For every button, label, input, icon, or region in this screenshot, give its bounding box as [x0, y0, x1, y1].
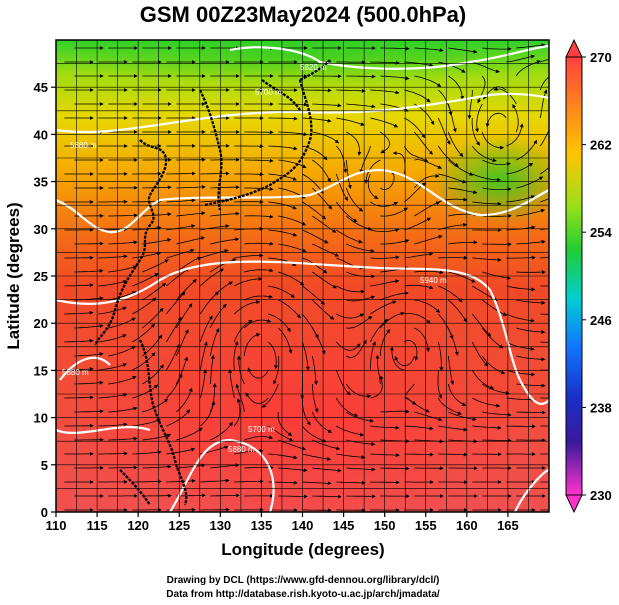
y-axis-ticks: 0 5 10 15 20 25 30 35 40 45 — [34, 80, 56, 520]
y-tick-label: 25 — [34, 269, 48, 284]
plot-area — [56, 40, 549, 512]
contour-label: 5880 m — [62, 368, 89, 377]
contour-label: 5880 m — [70, 141, 97, 150]
colorbar-tick-label: 262 — [590, 138, 612, 153]
y-tick-label: 15 — [34, 363, 48, 378]
contour-label: 5880 m — [228, 445, 255, 454]
temperature-colorbar: 270 262 254 246 238 230 — [565, 38, 612, 514]
y-tick-label: 45 — [34, 80, 48, 95]
x-axis-ticks: 110 115 120 125 130 135 140 145 150 155 160 165 — [46, 512, 519, 533]
x-tick-label: 125 — [168, 518, 190, 533]
contour-label: 5700 m — [248, 425, 275, 434]
colorbar-tick-label: 254 — [590, 225, 612, 240]
x-tick-label: 135 — [251, 518, 273, 533]
warm-region-south — [56, 310, 549, 512]
x-axis-title: Longitude (degrees) — [221, 540, 384, 559]
y-tick-label: 40 — [34, 127, 48, 142]
x-tick-label: 160 — [456, 518, 478, 533]
x-tick-label: 150 — [374, 518, 396, 533]
x-tick-label: 130 — [209, 518, 231, 533]
contour-label: 5700 m — [255, 88, 282, 97]
contour-labels: 5820 m 5700 m 5880 m 5940 m 5880 m 5700 … — [62, 63, 447, 454]
colorbar-scale — [565, 56, 583, 496]
y-tick-label: 0 — [41, 505, 48, 520]
y-axis-title: Latitude (degrees) — [4, 202, 23, 349]
colorbar-tick-label: 230 — [590, 488, 612, 503]
credit-data: Data from http://database.rish.kyoto-u.a… — [166, 589, 440, 600]
colorbar-bottom-arrow — [565, 494, 583, 514]
contour-label: 5820 m — [300, 63, 327, 72]
y-tick-label: 35 — [34, 175, 48, 190]
y-tick-label: 10 — [34, 411, 48, 426]
y-tick-label: 30 — [34, 222, 48, 237]
lat-lon-grid — [56, 40, 549, 512]
x-tick-label: 140 — [292, 518, 314, 533]
colorbar-top-arrow — [565, 38, 583, 58]
contour-label: 5940 m — [420, 276, 447, 285]
height-contours — [56, 44, 549, 512]
x-tick-label: 145 — [333, 518, 355, 533]
colorbar-tick-label: 246 — [590, 313, 612, 328]
x-tick-label: 110 — [46, 518, 67, 533]
map-title: GSM 00Z23May2024 (500.0hPa) — [140, 2, 467, 27]
x-tick-label: 115 — [87, 518, 108, 533]
x-tick-label: 165 — [497, 518, 519, 533]
x-tick-label: 120 — [127, 518, 149, 533]
colorbar-tick-label: 238 — [590, 400, 612, 415]
credit-drawing: Drawing by DCL (https://www.gfd-dennou.o… — [167, 575, 440, 586]
colorbar-tick-label: 270 — [590, 50, 612, 65]
x-tick-label: 155 — [415, 518, 437, 533]
y-tick-label: 5 — [41, 458, 48, 473]
cold-region-northeast — [430, 135, 549, 225]
y-tick-label: 20 — [34, 316, 48, 331]
